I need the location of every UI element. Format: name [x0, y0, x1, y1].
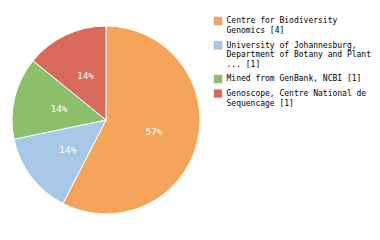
- svg-text:Centre for BiodiversityGenomic: Centre for BiodiversityGenomics [4]: [227, 16, 338, 35]
- svg-text:Mined from GenBank, NCBI [1]: Mined from GenBank, NCBI [1]: [227, 74, 362, 83]
- svg-text:University of Johannesburg,Dep: University of Johannesburg,Department of…: [227, 41, 372, 69]
- svg-text:14%: 14%: [77, 70, 94, 81]
- svg-text:57%: 57%: [145, 126, 162, 137]
- svg-text:14%: 14%: [59, 144, 76, 155]
- svg-text:14%: 14%: [50, 103, 67, 114]
- svg-text:Genoscope, Centre National deS: Genoscope, Centre National deSequencage …: [227, 89, 367, 108]
